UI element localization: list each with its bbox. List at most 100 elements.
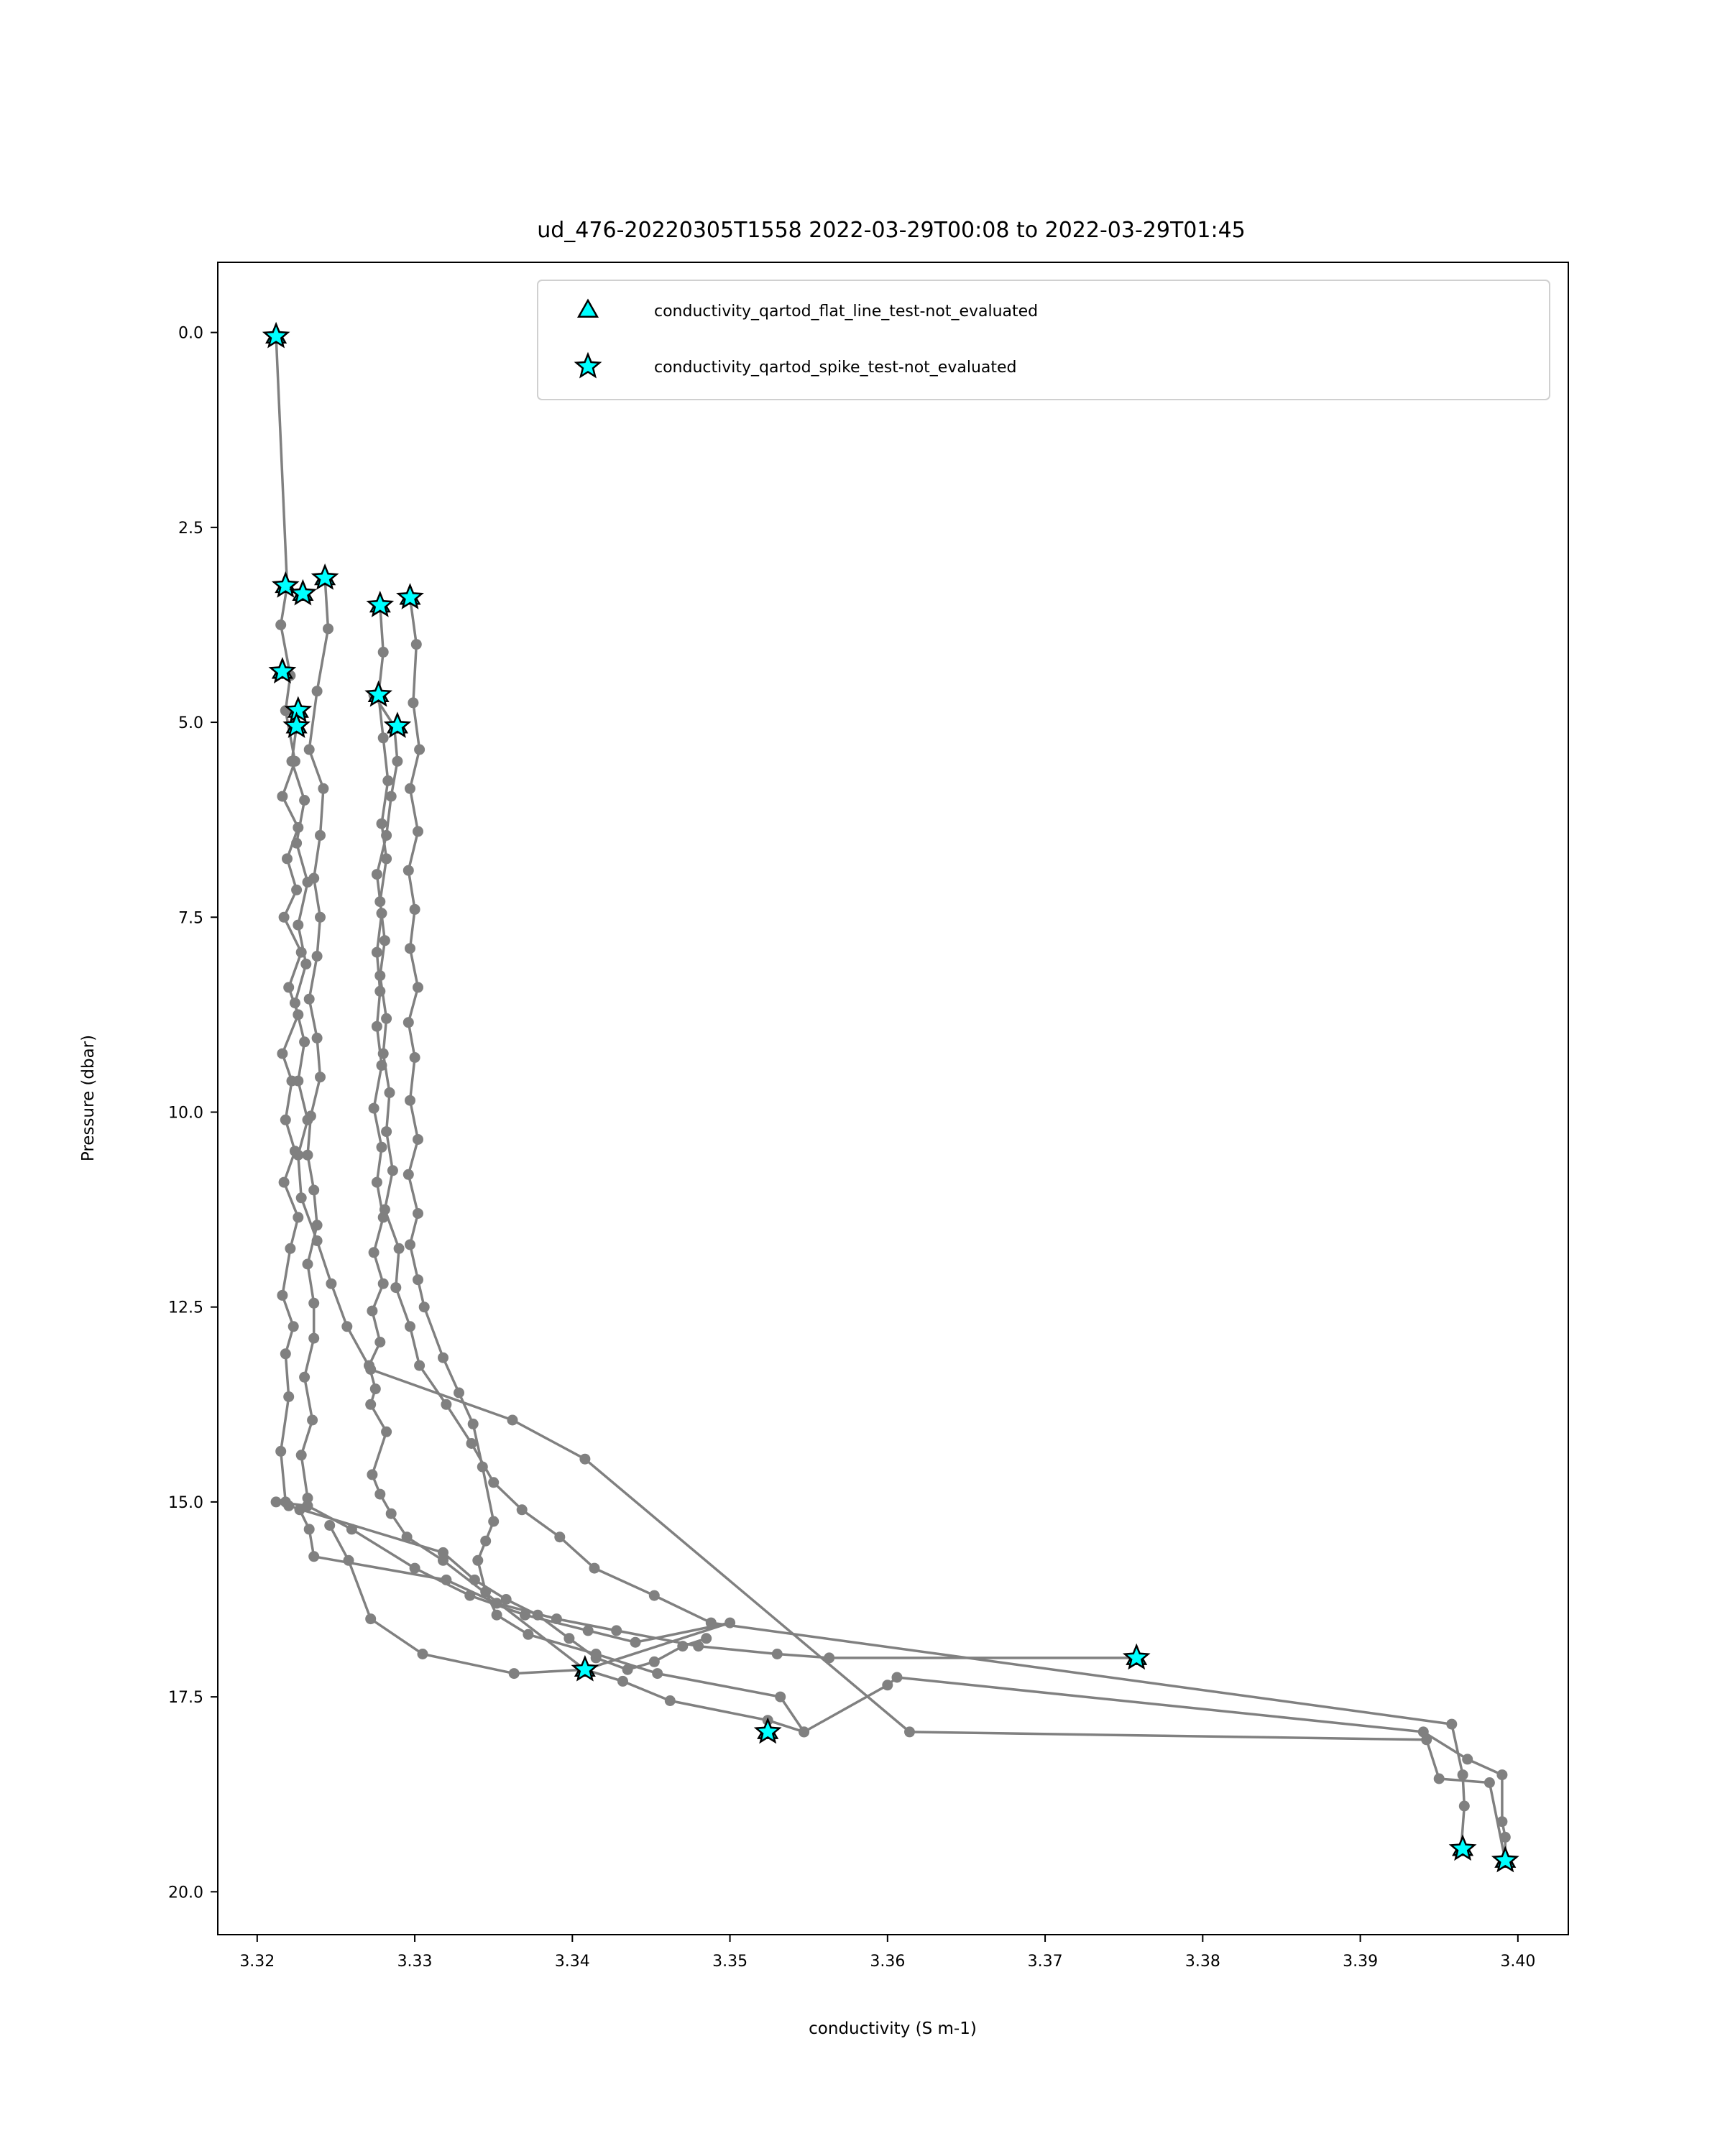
data-point — [413, 1274, 423, 1286]
data-point — [326, 1278, 337, 1289]
legend-box — [537, 280, 1550, 400]
data-point — [401, 1531, 413, 1543]
data-point — [308, 1297, 320, 1309]
data-point — [311, 1032, 323, 1044]
data-point — [308, 1184, 320, 1196]
data-point — [385, 791, 397, 802]
data-point — [299, 1036, 310, 1048]
data-point — [291, 884, 303, 895]
data-point — [648, 1590, 660, 1601]
data-point — [288, 1321, 299, 1332]
data-point — [343, 1554, 354, 1566]
data-point — [341, 1321, 353, 1332]
data-point — [520, 1609, 530, 1621]
data-point — [291, 837, 303, 849]
x-tick-label: 3.35 — [712, 1953, 748, 1971]
series-5 — [286, 721, 1511, 1866]
data-point — [365, 1613, 377, 1625]
data-point — [1458, 1800, 1470, 1812]
data-point — [277, 1048, 288, 1059]
x-tick-label: 3.38 — [1185, 1953, 1220, 1971]
data-point — [500, 1594, 512, 1605]
data-point — [441, 1399, 452, 1410]
data-point — [374, 1488, 386, 1500]
data-point — [579, 1453, 591, 1465]
data-point — [275, 1445, 287, 1457]
data-point — [1484, 1777, 1495, 1788]
data-point — [315, 829, 326, 841]
data-point — [283, 1391, 295, 1402]
data-point — [311, 1235, 323, 1246]
data-point — [1446, 1718, 1458, 1730]
data-point — [402, 1017, 414, 1028]
data-point — [379, 935, 390, 946]
data-point — [466, 1438, 477, 1449]
data-point — [417, 1649, 428, 1659]
data-point — [454, 1387, 464, 1399]
data-point — [282, 853, 293, 865]
data-point — [371, 946, 382, 958]
data-point — [376, 818, 387, 829]
y-tick-label: 0.0 — [178, 325, 203, 343]
data-point — [405, 943, 415, 954]
legend: conductivity_qartod_flat_line_test-not_e… — [537, 280, 1550, 400]
data-point — [376, 1141, 387, 1153]
data-point — [413, 826, 423, 837]
spike-test-marker — [1448, 1834, 1477, 1861]
data-point — [315, 1072, 326, 1083]
data-point — [775, 1691, 786, 1703]
spike-test-marker — [753, 1717, 782, 1744]
data-point — [302, 1258, 313, 1270]
data-point — [1499, 1831, 1511, 1843]
data-point — [302, 1500, 313, 1511]
data-point — [368, 1102, 380, 1114]
data-point — [491, 1609, 502, 1621]
data-point — [303, 744, 315, 755]
data-point — [617, 1675, 628, 1687]
x-tick-label: 3.37 — [1028, 1953, 1063, 1971]
spike-test-marker — [262, 321, 290, 349]
data-point — [318, 783, 329, 794]
series-6 — [270, 1496, 736, 1680]
legend-star-marker — [574, 351, 602, 379]
data-point — [283, 982, 295, 993]
data-point — [438, 1352, 448, 1363]
data-point — [300, 958, 312, 969]
data-point — [413, 1134, 423, 1145]
data-point — [467, 1418, 479, 1429]
data-point — [311, 951, 323, 962]
x-axis: 3.32 3.33 3.34 3.35 3.36 3.37 3.38 3.39 3.40 — [239, 1935, 1535, 1971]
data-point — [409, 903, 420, 915]
data-point — [308, 1551, 320, 1562]
data-point — [280, 1114, 291, 1125]
data-point — [303, 993, 315, 1005]
spike-test-marker — [571, 1654, 599, 1682]
data-point — [648, 1656, 660, 1667]
data-point — [293, 919, 304, 931]
data-point — [302, 1493, 313, 1503]
y-tick-label: 2.5 — [178, 520, 203, 538]
data-point — [311, 686, 323, 697]
data-point — [408, 697, 419, 709]
data-point — [438, 1554, 448, 1566]
data-point — [275, 619, 287, 630]
data-point — [299, 1371, 310, 1383]
x-tick-label: 3.39 — [1343, 1953, 1378, 1971]
data-point — [488, 1516, 500, 1527]
y-tick-label: 15.0 — [168, 1494, 203, 1512]
data-point — [904, 1726, 915, 1738]
marker-layer — [262, 321, 1519, 1873]
data-point — [324, 1520, 336, 1531]
data-point — [307, 1414, 318, 1426]
data-point — [377, 1212, 389, 1223]
data-point — [277, 791, 288, 802]
series-line — [290, 726, 1507, 1861]
data-point — [374, 1337, 386, 1348]
data-point — [405, 1321, 415, 1332]
data-point — [323, 623, 334, 635]
data-point — [387, 1165, 398, 1176]
spike-test-marker — [396, 583, 424, 609]
data-point — [369, 1383, 381, 1395]
y-tick-label: 20.0 — [168, 1884, 203, 1902]
data-point — [1496, 1816, 1508, 1828]
